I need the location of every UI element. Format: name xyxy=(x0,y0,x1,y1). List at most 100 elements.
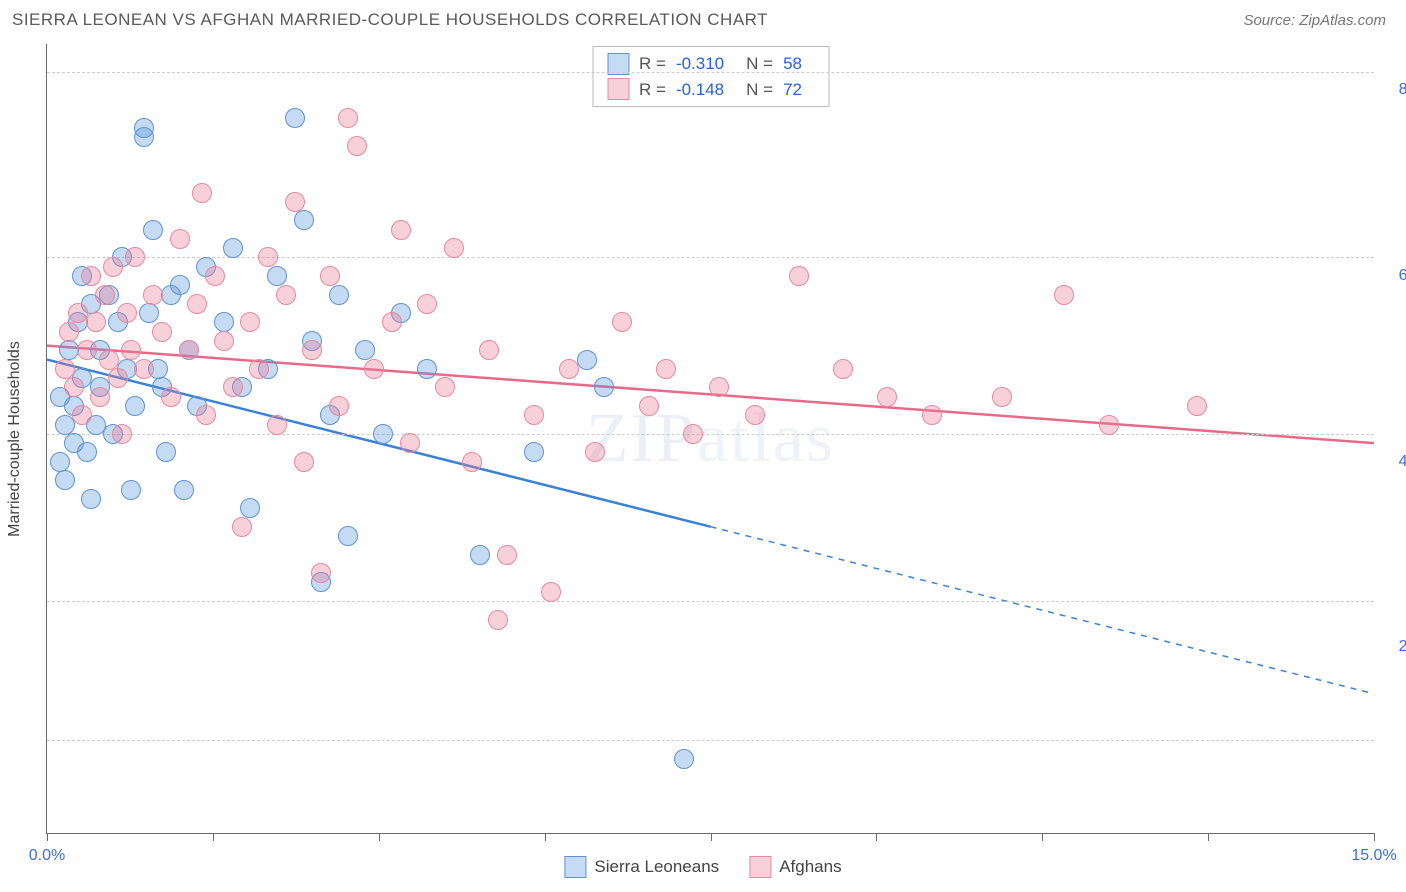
scatter-point xyxy=(90,387,110,407)
scatter-point xyxy=(196,405,216,425)
scatter-point xyxy=(656,359,676,379)
scatter-point xyxy=(391,220,411,240)
scatter-point xyxy=(594,377,614,397)
scatter-point xyxy=(214,331,234,351)
n-label: N = xyxy=(746,77,773,103)
scatter-point xyxy=(639,396,659,416)
scatter-point xyxy=(134,127,154,147)
x-tick xyxy=(213,833,214,841)
header: SIERRA LEONEAN VS AFGHAN MARRIED-COUPLE … xyxy=(0,0,1406,40)
scatter-point xyxy=(192,183,212,203)
scatter-point xyxy=(112,424,132,444)
scatter-point xyxy=(134,359,154,379)
series-legend: Sierra Leoneans Afghans xyxy=(564,856,841,878)
scatter-point xyxy=(364,359,384,379)
scatter-point xyxy=(470,545,490,565)
scatter-point xyxy=(329,396,349,416)
x-tick xyxy=(545,833,546,841)
x-tick xyxy=(379,833,380,841)
scatter-point xyxy=(161,387,181,407)
scatter-point xyxy=(81,266,101,286)
scatter-point xyxy=(789,266,809,286)
chart-title: SIERRA LEONEAN VS AFGHAN MARRIED-COUPLE … xyxy=(12,10,768,30)
scatter-point xyxy=(585,442,605,462)
scatter-point xyxy=(55,470,75,490)
watermark: ZIPatlas xyxy=(586,399,835,479)
scatter-point xyxy=(108,368,128,388)
scatter-point xyxy=(338,526,358,546)
gridline xyxy=(47,72,1374,73)
scatter-point xyxy=(99,350,119,370)
scatter-point xyxy=(382,312,402,332)
scatter-point xyxy=(497,545,517,565)
x-tick xyxy=(1042,833,1043,841)
scatter-point xyxy=(833,359,853,379)
y-axis-label: Married-couple Households xyxy=(6,341,24,537)
scatter-point xyxy=(435,377,455,397)
scatter-point xyxy=(152,322,172,342)
scatter-point xyxy=(267,415,287,435)
x-tick xyxy=(1208,833,1209,841)
stats-legend-row: R =-0.148N =72 xyxy=(607,77,814,103)
scatter-point xyxy=(294,210,314,230)
scatter-point xyxy=(992,387,1012,407)
scatter-point xyxy=(320,266,340,286)
scatter-point xyxy=(223,377,243,397)
scatter-point xyxy=(577,350,597,370)
scatter-point xyxy=(223,238,243,258)
scatter-point xyxy=(103,257,123,277)
scatter-point xyxy=(240,498,260,518)
scatter-point xyxy=(612,312,632,332)
scatter-point xyxy=(709,377,729,397)
scatter-point xyxy=(50,452,70,472)
scatter-point xyxy=(347,136,367,156)
legend-swatch xyxy=(607,78,629,100)
scatter-point xyxy=(285,192,305,212)
source-label: Source: ZipAtlas.com xyxy=(1243,12,1386,29)
scatter-point xyxy=(276,285,296,305)
scatter-point xyxy=(683,424,703,444)
scatter-point xyxy=(479,340,499,360)
scatter-point xyxy=(488,610,508,630)
scatter-point xyxy=(125,396,145,416)
gridline xyxy=(47,434,1374,435)
scatter-point xyxy=(125,247,145,267)
scatter-point xyxy=(1187,396,1207,416)
scatter-point xyxy=(745,405,765,425)
scatter-point xyxy=(877,387,897,407)
r-label: R = xyxy=(639,77,666,103)
legend-item: Sierra Leoneans xyxy=(564,856,719,878)
scatter-point xyxy=(240,312,260,332)
scatter-point xyxy=(674,749,694,769)
gridline xyxy=(47,601,1374,602)
y-tick-label: 40.0% xyxy=(1384,453,1406,471)
y-tick-label: 60.0% xyxy=(1384,267,1406,285)
scatter-point xyxy=(72,405,92,425)
scatter-point xyxy=(205,266,225,286)
y-tick-label: 80.0% xyxy=(1384,81,1406,99)
regression-lines xyxy=(47,44,1374,833)
scatter-point xyxy=(214,312,234,332)
scatter-point xyxy=(294,452,314,472)
scatter-point xyxy=(174,480,194,500)
scatter-point xyxy=(329,285,349,305)
scatter-point xyxy=(86,312,106,332)
scatter-point xyxy=(417,359,437,379)
scatter-point xyxy=(170,275,190,295)
scatter-point xyxy=(400,433,420,453)
scatter-point xyxy=(311,563,331,583)
scatter-point xyxy=(355,340,375,360)
scatter-point xyxy=(139,303,159,323)
scatter-point xyxy=(922,405,942,425)
scatter-point xyxy=(541,582,561,602)
scatter-point xyxy=(373,424,393,444)
legend-item: Afghans xyxy=(749,856,841,878)
scatter-point xyxy=(77,442,97,462)
x-tick xyxy=(876,833,877,841)
scatter-point xyxy=(170,229,190,249)
gridline xyxy=(47,740,1374,741)
x-tick-label: 15.0% xyxy=(1351,847,1396,865)
scatter-point xyxy=(55,359,75,379)
scatter-point xyxy=(156,442,176,462)
scatter-point xyxy=(179,340,199,360)
